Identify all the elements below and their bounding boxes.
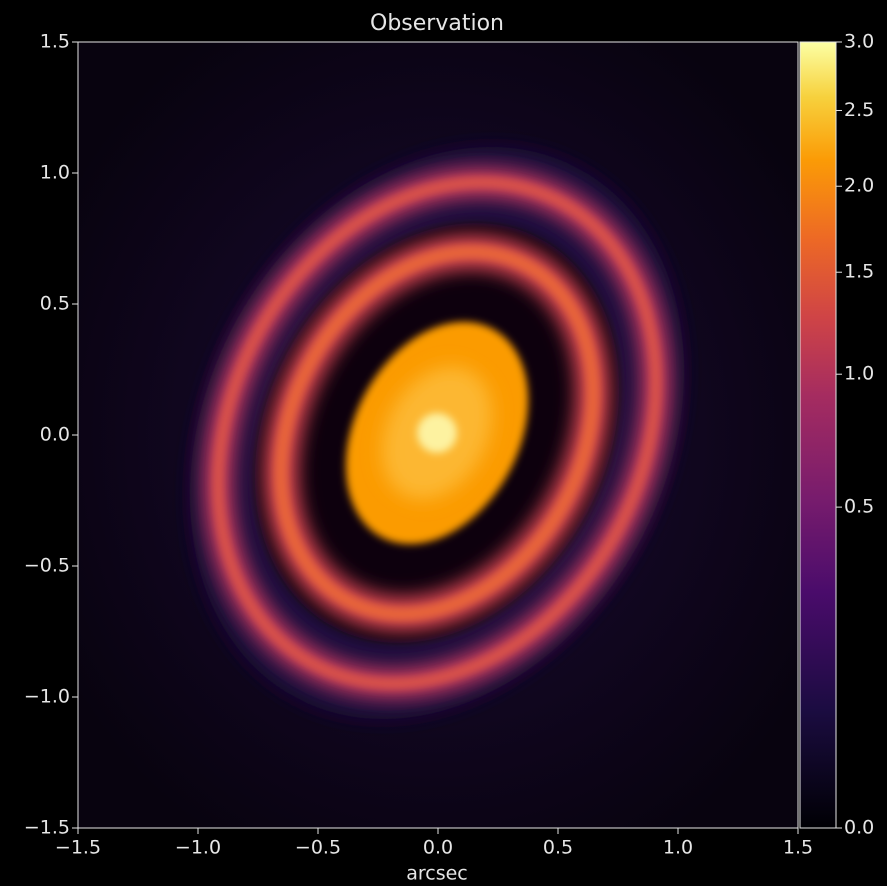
y-tick-label: −1.5 — [24, 817, 70, 839]
colorbar-tick-label: 1.0 — [844, 363, 874, 385]
colorbar-tick-label: 2.0 — [844, 175, 874, 197]
x-tick-label: −0.5 — [295, 837, 341, 859]
x-tick-label: 1.5 — [783, 837, 813, 859]
x-tick-label: −1.0 — [175, 837, 221, 859]
colorbar — [800, 42, 836, 828]
x-axis-label: arcsec — [406, 863, 468, 885]
y-tick-label: −0.5 — [24, 555, 70, 577]
y-tick-label: 0.5 — [40, 293, 70, 315]
colorbar-tick-label: 0.5 — [844, 496, 874, 518]
y-tick-label: −1.0 — [24, 686, 70, 708]
x-tick-label: −1.5 — [55, 837, 101, 859]
colorbar-tick-label: 3.0 — [844, 31, 874, 53]
y-tick-label: 1.0 — [40, 162, 70, 184]
y-tick-label: 0.0 — [40, 424, 70, 446]
x-tick-label: 0.5 — [543, 837, 573, 859]
x-tick-label: 1.0 — [663, 837, 693, 859]
colorbar-tick-label: 0.0 — [844, 817, 874, 839]
colorbar-tick-label: 2.5 — [844, 99, 874, 121]
colorbar-tick-label: 1.5 — [844, 261, 874, 283]
chart-title: Observation — [370, 11, 504, 36]
image — [78, 42, 798, 828]
y-tick-label: 1.5 — [40, 31, 70, 53]
chart: Observation arcsec −1.5 −1.0 −0.5 0.0 0.5 1.0… — [0, 0, 887, 886]
x-tick-label: 0.0 — [423, 837, 453, 859]
